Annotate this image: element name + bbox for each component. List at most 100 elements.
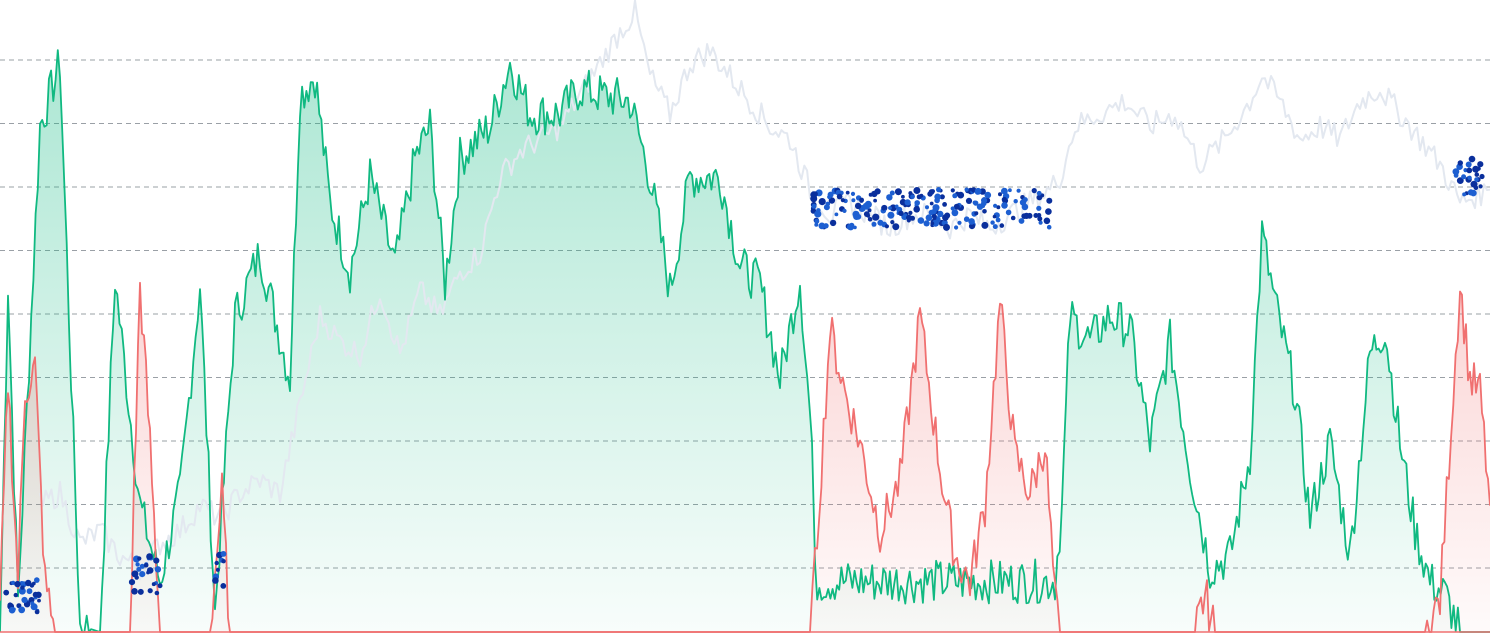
marker-dot	[898, 210, 904, 216]
marker-dot	[816, 208, 821, 213]
marker-dot	[889, 190, 895, 196]
oscillator-positive-line	[0, 49, 1490, 633]
marker-dot	[146, 567, 154, 574]
marker-dot	[916, 194, 922, 200]
marker-dot	[1474, 177, 1479, 182]
marker-dot	[143, 562, 149, 568]
marker-dot	[135, 562, 140, 567]
marker-dot	[873, 198, 877, 203]
marker-dot	[1022, 197, 1028, 203]
marker-dot	[834, 212, 839, 217]
marker-dot	[867, 208, 872, 213]
marker-dot	[18, 606, 26, 614]
marker-dot	[996, 205, 1001, 210]
marker-dot	[14, 580, 21, 588]
marker-dot	[845, 190, 850, 195]
marker-dot	[913, 187, 921, 194]
marker-dot	[888, 206, 892, 210]
marker-dot	[965, 197, 973, 204]
marker-dot	[1045, 208, 1052, 215]
marker-dot	[1038, 220, 1043, 225]
marker-dot	[1461, 174, 1467, 180]
marker-dot	[1457, 160, 1464, 166]
marker-dot	[925, 214, 933, 221]
price-line-line	[39, 0, 1490, 581]
marker-dot	[34, 577, 40, 583]
marker-dot	[908, 191, 913, 196]
marker-dot	[1016, 188, 1021, 193]
marker-dot	[810, 191, 818, 199]
marker-dot	[847, 223, 855, 231]
marker-dot	[867, 217, 873, 222]
marker-dot	[842, 208, 847, 213]
marker-dot	[818, 198, 826, 206]
marker-dot	[998, 192, 1002, 197]
marker-dot	[1023, 212, 1030, 219]
marker-dot	[811, 203, 817, 209]
marker-dot	[874, 188, 881, 195]
marker-dot	[968, 223, 976, 230]
marker-dot	[943, 223, 950, 231]
marker-dot	[936, 187, 942, 193]
marker-dot	[131, 588, 138, 595]
marker-dot	[1479, 173, 1485, 180]
marker-dot	[20, 585, 25, 590]
marker-dot	[886, 194, 893, 201]
marker-dot	[13, 592, 18, 598]
marker-dot	[908, 210, 913, 215]
marker-dot	[1005, 209, 1012, 216]
marker-dot	[37, 598, 41, 603]
marker-dot	[1466, 167, 1473, 174]
marker-dot	[951, 209, 959, 217]
marker-dot	[993, 203, 998, 208]
marker-dot	[931, 208, 937, 215]
marker-dot	[1470, 180, 1478, 188]
marker-dot	[990, 220, 995, 225]
marker-dot	[859, 197, 864, 203]
marker-dot	[136, 566, 142, 572]
marker-dot	[814, 218, 820, 224]
marker-dot	[984, 191, 992, 199]
marker-dot	[137, 556, 142, 561]
marker-dot	[934, 193, 941, 201]
marker-dot	[884, 224, 890, 229]
marker-dot	[925, 205, 929, 210]
marker-dot	[823, 223, 829, 229]
marker-dot	[868, 192, 873, 197]
marker-dot	[890, 220, 895, 225]
marker-dot	[937, 210, 944, 218]
marker-dot	[21, 596, 28, 604]
marker-dot	[153, 557, 160, 564]
marker-dot	[950, 206, 955, 211]
marker-dot	[1013, 199, 1018, 204]
marker-dot	[1010, 215, 1016, 221]
marker-dot	[215, 567, 220, 572]
markers	[3, 155, 1485, 615]
marker-dot	[11, 580, 16, 586]
marker-dot	[892, 223, 900, 231]
marker-dot	[8, 606, 16, 614]
marker-dot	[1037, 216, 1043, 222]
marker-dot	[32, 591, 39, 598]
marker-dot	[220, 551, 227, 557]
marker-dot	[1462, 192, 1467, 197]
marker-dot	[1465, 161, 1472, 168]
marker-dot	[974, 211, 979, 216]
marker-dot	[871, 221, 877, 227]
marker-dot	[1001, 187, 1008, 195]
oscillator-positive-area	[0, 50, 1490, 633]
marker-dot	[904, 199, 911, 206]
marker-dot	[157, 583, 163, 589]
marker-dot	[914, 200, 920, 206]
marker-dot	[30, 601, 35, 606]
marker-dot	[828, 197, 836, 204]
marker-dot	[1478, 184, 1483, 189]
marker-dot	[981, 197, 988, 204]
marker-dot	[34, 609, 40, 615]
marker-dot	[212, 577, 219, 584]
marker-dot	[944, 212, 951, 219]
oscillator-negative-area	[0, 282, 1490, 632]
marker-dot	[151, 582, 156, 587]
